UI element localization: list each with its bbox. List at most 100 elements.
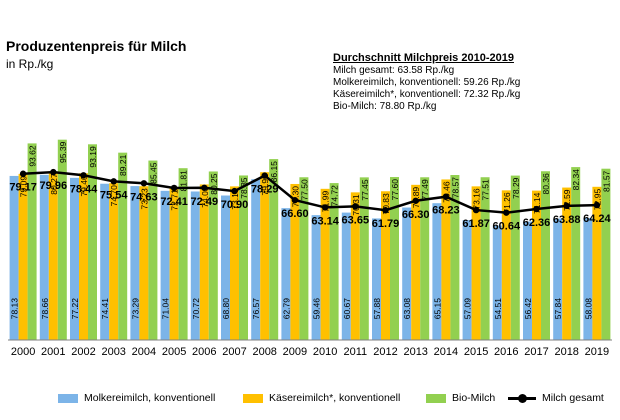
bar-molkereimilch-2011 xyxy=(341,212,351,340)
line-label-milch-gesamt-2002: 78.44 xyxy=(70,183,98,195)
data-label-biomilch-2003: 89.21 xyxy=(118,154,128,176)
bar-kaesereimilch-2000 xyxy=(18,173,28,340)
x-tick-label-2005: 2005 xyxy=(162,346,186,358)
legend-item-kaesereimilch: Käsereimilch*, konventionell xyxy=(243,392,400,404)
bar-molkereimilch-2002 xyxy=(70,177,79,340)
data-label-molkereimilch-2009: 62.79 xyxy=(281,298,291,320)
line-label-milch-gesamt-2010: 63.14 xyxy=(311,215,339,227)
point-milch-gesamt-2019 xyxy=(593,201,601,209)
data-label-molkereimilch-2008: 76.57 xyxy=(251,298,261,320)
average-line-molkerei: Molkereimilch, konventionell: 59.26 Rp./… xyxy=(333,77,521,88)
data-label-biomilch-2017: 80.36 xyxy=(541,173,551,195)
data-label-biomilch-2000: 93.62 xyxy=(28,145,38,167)
line-label-milch-gesamt-2013: 66.30 xyxy=(402,209,430,221)
line-label-milch-gesamt-2015: 61.87 xyxy=(462,218,490,230)
bar-biomilch-2013 xyxy=(420,177,430,340)
bar-biomilch-2016 xyxy=(510,175,520,340)
data-label-biomilch-2018: 82.34 xyxy=(571,169,581,191)
legend-swatch-molkereimilch xyxy=(58,393,78,403)
bar-biomilch-2010 xyxy=(329,183,339,340)
bar-molkereimilch-2015 xyxy=(462,220,472,340)
bar-biomilch-2014 xyxy=(450,175,460,340)
data-label-biomilch-2008: 86.15 xyxy=(269,161,279,183)
x-tick-label-2014: 2014 xyxy=(434,346,458,358)
bar-kaesereimilch-2004 xyxy=(139,186,149,340)
data-label-kaesereimilch-2002: 79.40 xyxy=(79,175,89,197)
data-label-biomilch-2001: 95.39 xyxy=(58,141,68,163)
bar-molkereimilch-2001 xyxy=(39,174,49,340)
data-label-molkereimilch-2003: 74.41 xyxy=(100,298,110,320)
point-milch-gesamt-2012 xyxy=(382,207,389,214)
point-milch-gesamt-2018 xyxy=(563,202,570,210)
line-label-milch-gesamt-2007: 70.90 xyxy=(221,199,249,211)
x-tick-label-2017: 2017 xyxy=(524,346,548,358)
legend-label-molkereimilch: Molkereimilch, konventionell xyxy=(84,392,216,404)
data-label-biomilch-2013: 77.49 xyxy=(420,179,430,201)
x-tick-label-2006: 2006 xyxy=(192,346,216,358)
bar-molkereimilch-2012 xyxy=(372,218,381,340)
point-milch-gesamt-2006 xyxy=(201,184,208,191)
bar-biomilch-2000 xyxy=(27,143,37,340)
x-tick-label-2003: 2003 xyxy=(101,346,125,358)
data-label-biomilch-2007: 78.35 xyxy=(239,177,249,199)
line-label-milch-gesamt-2006: 72.49 xyxy=(191,196,219,208)
x-tick-label-2016: 2016 xyxy=(494,346,518,358)
legend-item-molkereimilch: Molkereimilch, konventionell xyxy=(58,392,215,404)
bar-kaesereimilch-2003 xyxy=(109,183,119,340)
data-label-kaesereimilch-2009: 74.30 xyxy=(290,186,300,208)
bar-kaesereimilch-2006 xyxy=(199,184,209,340)
data-label-kaesereimilch-2004: 73.23 xyxy=(139,188,149,210)
bar-molkereimilch-2019 xyxy=(583,218,593,340)
data-label-kaesereimilch-2012: 70.83 xyxy=(381,193,391,215)
average-line-total: Milch gesamt: 63.58 Rp./kg xyxy=(333,65,455,76)
bar-biomilch-2015 xyxy=(480,177,490,340)
average-annotation-title: Durchschnitt Milchpreis 2010-2019 xyxy=(333,52,514,64)
line-label-milch-gesamt-2003: 75.54 xyxy=(100,189,128,201)
line-label-milch-gesamt-2004: 74.63 xyxy=(130,191,158,203)
legend-label-kaesereimilch: Käsereimilch*, konventionell xyxy=(269,392,401,404)
legend-label-biomilch: Bio-Milch xyxy=(452,392,496,404)
bar-kaesereimilch-2007 xyxy=(230,186,239,340)
data-label-kaesereimilch-2008: 79.91 xyxy=(260,174,270,196)
data-label-kaesereimilch-2000: 79.09 xyxy=(19,176,29,198)
legend-item-biomilch: Bio-Milch xyxy=(426,392,495,404)
line-label-milch-gesamt-2008: 78.29 xyxy=(251,184,279,196)
data-label-biomilch-2016: 78.29 xyxy=(511,177,521,199)
bar-kaesereimilch-2001 xyxy=(48,171,58,340)
bar-molkereimilch-2016 xyxy=(492,225,502,340)
x-tick-label-2001: 2001 xyxy=(41,346,65,358)
data-label-kaesereimilch-2013: 73.89 xyxy=(411,187,421,209)
data-label-kaesereimilch-2016: 71.26 xyxy=(502,192,512,214)
point-milch-gesamt-2014 xyxy=(442,193,450,200)
bar-biomilch-2001 xyxy=(57,139,67,340)
bar-kaesereimilch-2005 xyxy=(169,187,179,340)
data-label-kaesereimilch-2014: 76.46 xyxy=(441,181,451,203)
bar-biomilch-2005 xyxy=(178,168,188,340)
line-label-milch-gesamt-2009: 66.60 xyxy=(281,208,309,220)
legend: Molkereimilch, konventionell Käsereimilc… xyxy=(0,392,620,412)
point-milch-gesamt-2005 xyxy=(170,184,178,192)
point-milch-gesamt-2011 xyxy=(352,203,359,210)
point-milch-gesamt-2009 xyxy=(291,196,299,204)
data-label-biomilch-2009: 77.50 xyxy=(299,179,309,201)
data-label-molkereimilch-2001: 78.66 xyxy=(40,298,50,320)
x-tick-label-2011: 2011 xyxy=(343,346,367,358)
point-milch-gesamt-2001 xyxy=(50,168,57,176)
bar-biomilch-2012 xyxy=(390,177,399,340)
data-label-kaesereimilch-2018: 72.59 xyxy=(562,189,572,211)
bar-biomilch-2009 xyxy=(299,177,309,340)
data-label-biomilch-2019: 81.57 xyxy=(601,170,611,192)
bar-molkereimilch-2009 xyxy=(281,208,291,340)
data-label-molkereimilch-2002: 77.22 xyxy=(70,298,80,320)
point-milch-gesamt-2010 xyxy=(321,204,329,211)
bar-molkereimilch-2006 xyxy=(190,191,200,340)
bar-kaesereimilch-2013 xyxy=(411,184,421,340)
line-label-milch-gesamt-2005: 72.41 xyxy=(160,196,188,208)
line-milch-gesamt xyxy=(23,170,597,214)
line-label-milch-gesamt-2016: 60.64 xyxy=(493,221,521,233)
bar-biomilch-2011 xyxy=(359,177,369,340)
legend-swatch-milch-gesamt xyxy=(508,393,536,403)
data-labels-group: 78.13 79.09 93.62 78.66 80.27 95.39 77.22 79.40… xyxy=(10,141,612,319)
average-annotation: Durchschnitt Milchpreis 2010-2019 Milch … xyxy=(333,52,520,113)
